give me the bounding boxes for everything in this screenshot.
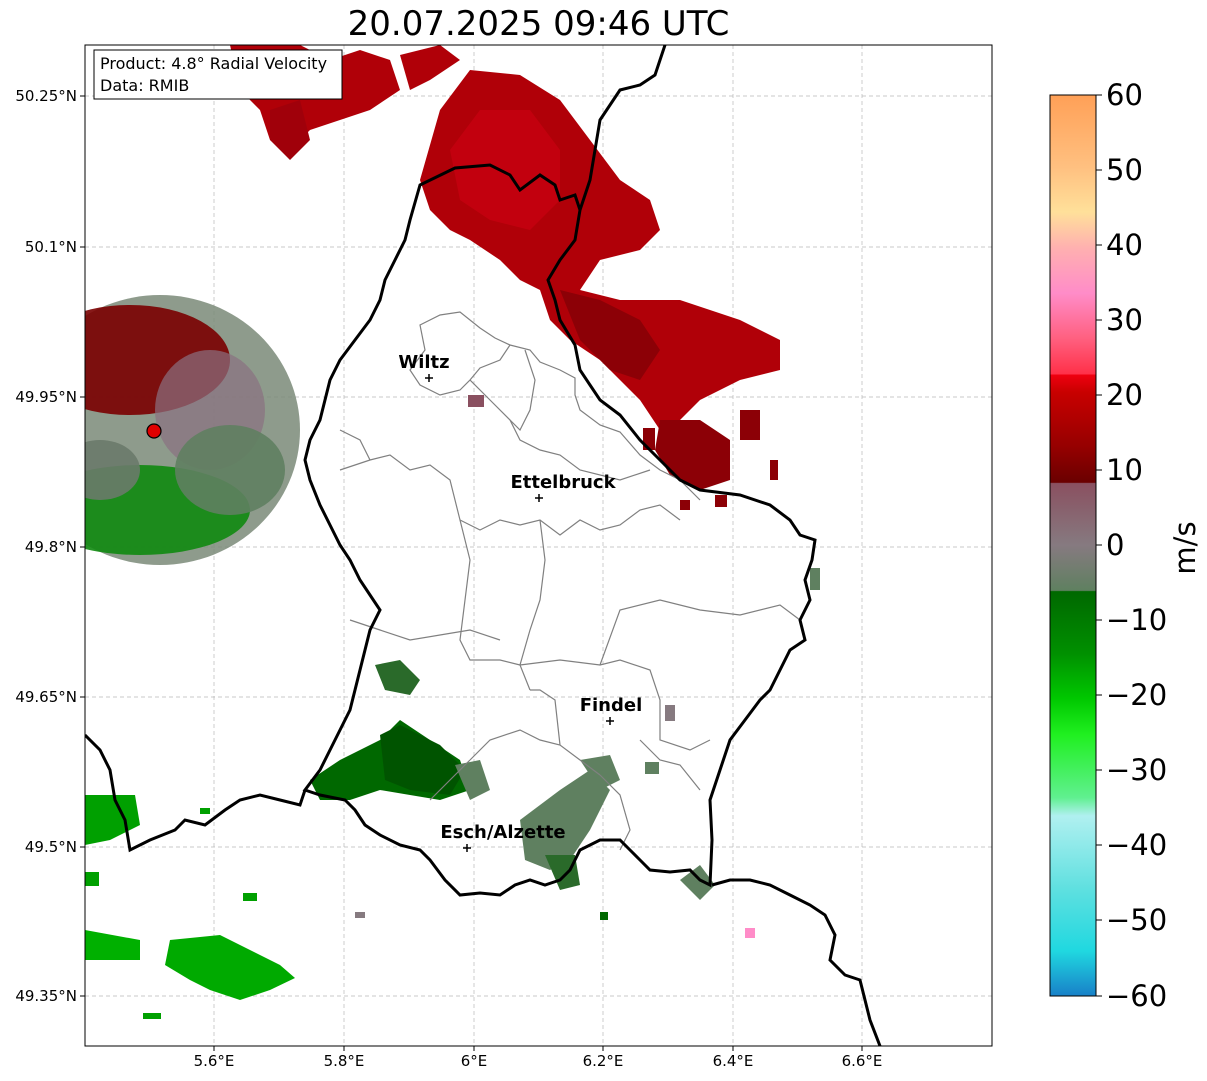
lat-tick-label: 49.5°N: [25, 838, 77, 856]
lon-tick-label: 5.8°E: [324, 1052, 365, 1070]
colorbar-tick-label: −60: [1106, 979, 1167, 1013]
info-box: [93, 49, 343, 100]
info-product: Product: 4.8° Radial Velocity: [100, 54, 327, 73]
colorbar-tick-marks: [1096, 94, 1102, 997]
city-label-findel: Findel: [580, 695, 643, 716]
colorbar-tick-label: −20: [1106, 678, 1167, 712]
lon-tick-marks: [213, 1046, 863, 1051]
city-label-ettelbruck: Ettelbruck: [510, 472, 616, 493]
lat-tick-label: 49.65°N: [15, 688, 77, 706]
colorbar-unit-label: m/s: [1168, 521, 1202, 574]
colorbar-tick-label: 20: [1106, 378, 1143, 412]
city-markers: [425, 374, 614, 852]
info-data-source: Data: RMIB: [100, 76, 189, 95]
map-title: 20.07.2025 09:46 UTC: [347, 4, 730, 44]
velocity-echoes: [85, 45, 820, 1019]
lon-tick-label: 6°E: [461, 1052, 488, 1070]
city-marker-ettelbruck: [535, 494, 543, 502]
colorbar-tick-label: −30: [1106, 753, 1167, 787]
colorbar: [1049, 94, 1097, 997]
lat-tick-label: 50.1°N: [25, 238, 77, 256]
colorbar-tick-label: 60: [1106, 78, 1143, 112]
country-borders: [85, 45, 882, 1046]
colorbar-tick-label: 50: [1106, 153, 1143, 187]
canton-boundaries: [339, 311, 801, 851]
colorbar-tick-label: 0: [1106, 528, 1124, 562]
lon-tick-label: 6.2°E: [583, 1052, 624, 1070]
colorbar-tick-label: −50: [1106, 903, 1167, 937]
city-marker-wiltz: [425, 374, 433, 382]
city-marker-findel: [606, 717, 614, 725]
city-label-wiltz: Wiltz: [398, 352, 449, 373]
colorbar-tick-label: −40: [1106, 828, 1167, 862]
colorbar-tick-label: 30: [1106, 303, 1143, 337]
map-frame: [84, 44, 993, 1047]
lat-tick-label: 50.25°N: [15, 87, 77, 105]
colorbar-tick-label: 40: [1106, 228, 1143, 262]
lon-tick-label: 6.6°E: [842, 1052, 883, 1070]
lon-tick-label: 5.6°E: [194, 1052, 235, 1070]
luxembourg-border: [302, 163, 817, 897]
colorbar-tick-label: 10: [1106, 453, 1143, 487]
colorbar-tick-label: −10: [1106, 603, 1167, 637]
city-marker-esch: [463, 844, 471, 852]
city-label-esch-alzette: Esch/Alzette: [440, 822, 565, 843]
lat-tick-label: 49.35°N: [15, 987, 77, 1005]
lat-tick-marks: [80, 95, 85, 997]
lat-tick-label: 49.95°N: [15, 388, 77, 406]
lon-tick-label: 6.4°E: [713, 1052, 754, 1070]
lat-tick-label: 49.8°N: [25, 538, 77, 556]
radar-site-marker: [146, 423, 162, 439]
